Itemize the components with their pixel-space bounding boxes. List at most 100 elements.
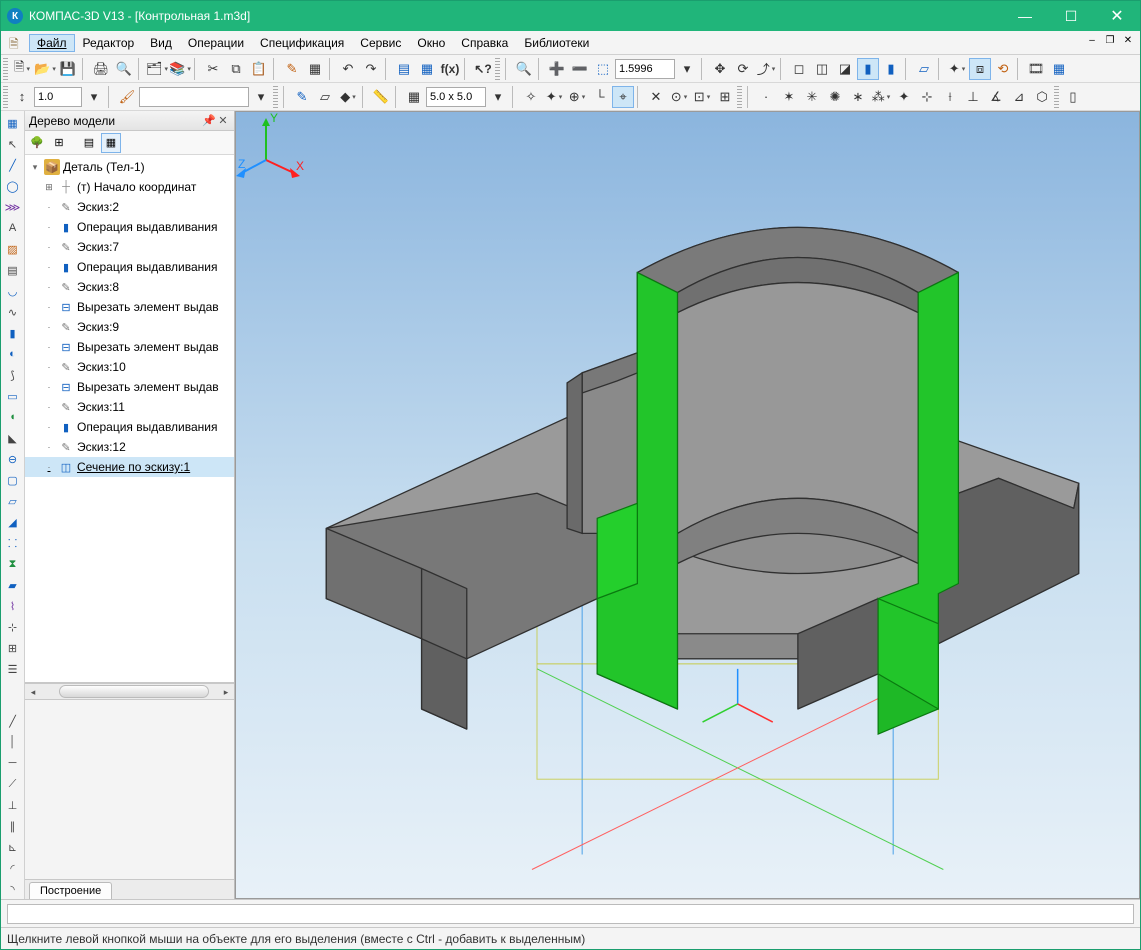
tree-filter-2[interactable]: ▦ [101,133,121,153]
s1[interactable]: · [755,86,777,108]
tree-view-1[interactable]: 🌳 [27,133,47,153]
zoom-fit-button[interactable]: 🔍 [513,58,535,80]
paste-button[interactable]: 📋 [248,58,270,80]
vt-pattern[interactable]: ⸬ [3,533,23,553]
brush-button[interactable]: 🖌 [116,86,138,108]
s12[interactable]: ⊿ [1008,86,1030,108]
grid-input[interactable] [426,87,486,107]
tree-root[interactable]: ▾📦 Деталь (Тел-1) [25,157,234,177]
grid-button[interactable]: ▦ [403,86,425,108]
s11[interactable]: ∡ [985,86,1007,108]
snap-param-button[interactable]: ⊕ [566,86,588,108]
snap3[interactable]: ⊡ [691,86,713,108]
style-input[interactable] [139,87,249,107]
menu-spec[interactable]: Спецификация [252,34,352,52]
vt-l6[interactable]: ∥ [3,816,23,836]
vt-spline[interactable]: ∿ [3,302,23,322]
orient-button[interactable]: ⤴ [755,58,777,80]
tree-item[interactable]: ·▮Операция выдавливания [25,417,234,437]
vt-loft[interactable]: ▭ [3,386,23,406]
view-wireframe-button[interactable]: ◻ [788,58,810,80]
vt-hole[interactable]: ⊖ [3,449,23,469]
help-context-button[interactable]: ↖? [472,58,494,80]
vt-thread[interactable]: ⌇ [3,596,23,616]
menu-window[interactable]: Окно [409,34,453,52]
vt-select[interactable]: ▦ [3,113,23,133]
doc-manager-button[interactable]: 🗂 [146,58,168,80]
grid-dd[interactable]: ▾ [487,86,509,108]
vt-assem[interactable]: ⊞ [3,638,23,658]
library-button[interactable]: 📚 [169,58,191,80]
rotate-button[interactable]: ⟳ [732,58,754,80]
snap2[interactable]: ⊙ [668,86,690,108]
panel-close-button[interactable]: ✕ [216,114,230,127]
tree-item[interactable]: ·⊟Вырезать элемент выдав [25,377,234,397]
scale-input[interactable] [34,87,82,107]
step-icon[interactable]: ↕ [11,86,33,108]
vt-l9[interactable]: ◝ [3,879,23,899]
new-button[interactable]: 🗎 [11,58,33,80]
menu-service[interactable]: Сервис [352,34,409,52]
scale-dd[interactable]: ▾ [83,86,105,108]
vt-hatch[interactable]: ▨ [3,239,23,259]
vt-fillet[interactable]: ◖ [3,407,23,427]
measure-button[interactable]: 📏 [370,86,392,108]
vt-text[interactable]: A [3,218,23,238]
s13[interactable]: ⬡ [1031,86,1053,108]
s8[interactable]: ⊹ [916,86,938,108]
snap1[interactable]: ✕ [645,86,667,108]
render-button[interactable]: 🎞 [1025,58,1047,80]
vt-chamfer[interactable]: ◣ [3,428,23,448]
props-button[interactable]: ✎ [281,58,303,80]
s5[interactable]: ∗ [847,86,869,108]
vt-shell[interactable]: ▢ [3,470,23,490]
vt-table[interactable]: ▤ [3,260,23,280]
print-preview-button[interactable]: 🔍 [113,58,135,80]
viewport-3d[interactable]: Y X Z [235,111,1140,899]
menu-libs[interactable]: Библиотеки [516,34,597,52]
tree-item[interactable]: ·✎Эскиз:12 [25,437,234,457]
vt-dim[interactable]: ⋙ [3,197,23,217]
vt-l5[interactable]: ⊥ [3,795,23,815]
spec-button[interactable]: ▤ [393,58,415,80]
vt-draft[interactable]: ◢ [3,512,23,532]
maximize-button[interactable]: ☐ [1048,1,1094,31]
menu-help[interactable]: Справка [453,34,516,52]
zoom-window-button[interactable]: ⬚ [592,58,614,80]
tree-item[interactable]: ·✎Эскиз:10 [25,357,234,377]
snap-global-button[interactable]: ✧ [520,86,542,108]
tree-item[interactable]: ·◫Сечение по эскизу:1 [25,457,234,477]
mdi-restore[interactable]: ❐ [1102,35,1118,51]
pan-button[interactable]: ✥ [709,58,731,80]
mdi-close[interactable]: ✕ [1120,35,1136,51]
tree-view-2[interactable]: ⊞ [49,133,69,153]
vt-spec[interactable]: ☰ [3,659,23,679]
vt-ref[interactable]: ⊹ [3,617,23,637]
view-nohidden-button[interactable]: ◪ [834,58,856,80]
tree-item[interactable]: ⊞┼(т) Начало координат [25,177,234,197]
snap4[interactable]: ⊞ [714,86,736,108]
menu-file[interactable]: Файл [29,34,75,52]
vt-l3[interactable]: ─ [3,753,23,773]
tree-item[interactable]: ·✎Эскиз:2 [25,197,234,217]
vt-l4[interactable]: ⟋ [3,774,23,794]
vt-l1[interactable]: ╱ [3,711,23,731]
mdi-minimize[interactable]: – [1084,35,1100,51]
vt-cursor[interactable]: ↖ [3,134,23,154]
open-button[interactable]: 📂 [34,58,56,80]
view-hidden-button[interactable]: ◫ [811,58,833,80]
tree-item[interactable]: ·⊟Вырезать элемент выдав [25,337,234,357]
rebuild-button[interactable]: ⟲ [992,58,1014,80]
s7[interactable]: ✦ [893,86,915,108]
zoom-dd[interactable]: ▾ [676,58,698,80]
sketch-button[interactable]: ✎ [291,86,313,108]
menu-operations[interactable]: Операции [180,34,252,52]
spec-table-button[interactable]: ▦ [416,58,438,80]
minimize-button[interactable]: — [1002,1,1048,31]
layer-button[interactable]: ◆ [337,86,359,108]
tree-hscroll[interactable]: ◂▸ [25,683,234,699]
perspective-button[interactable]: ▱ [913,58,935,80]
sketch-plane-button[interactable]: ▱ [314,86,336,108]
vt-l2[interactable]: │ [3,732,23,752]
zoom-input[interactable] [615,59,675,79]
